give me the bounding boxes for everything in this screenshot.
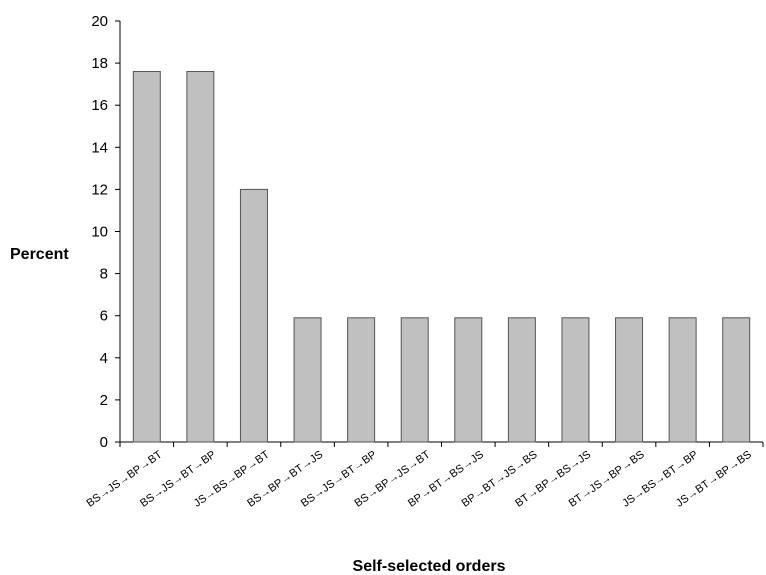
bar — [615, 317, 644, 443]
x-axis-title: Self-selected orders — [353, 558, 506, 575]
y-tick-label: 2 — [100, 392, 108, 409]
bar — [507, 317, 536, 443]
y-tick-label: 14 — [91, 139, 108, 156]
y-tick-label: 4 — [100, 350, 108, 367]
bar — [722, 317, 751, 443]
bar — [561, 317, 590, 443]
y-tick-label: 18 — [91, 55, 108, 72]
bar — [454, 317, 483, 443]
y-tick-label: 12 — [91, 181, 108, 198]
x-tick-labels: BS→JS→BP→BTBS→JS→BT→BPJS→BS→BP→BTBS→BP→B… — [85, 448, 754, 509]
y-tick-label: 6 — [100, 308, 108, 325]
y-tick-label: 20 — [91, 13, 108, 30]
y-tick-label: 0 — [100, 434, 108, 451]
bar — [293, 317, 322, 443]
bar — [239, 188, 268, 443]
y-tick-label: 16 — [91, 97, 108, 114]
bars — [132, 71, 751, 443]
bar — [347, 317, 376, 443]
bar — [668, 317, 697, 443]
bar — [186, 71, 215, 443]
x-axis — [119, 441, 764, 447]
y-tick-label: 8 — [100, 266, 108, 283]
y-axis: 0 2 4 6 8 10 12 14 16 18 20 — [91, 13, 121, 451]
y-tick-label: 10 — [91, 224, 108, 241]
y-axis-title: Percent — [10, 246, 69, 263]
bar — [132, 71, 161, 443]
bar — [400, 317, 429, 443]
